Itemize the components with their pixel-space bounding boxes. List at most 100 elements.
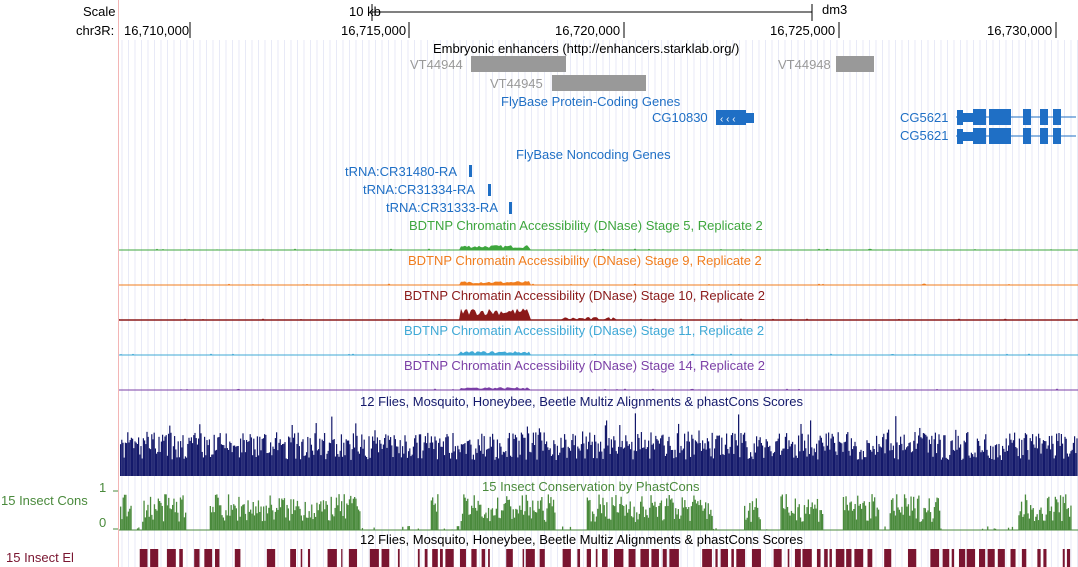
conserved-element[interactable] (445, 549, 454, 567)
conserved-element[interactable] (586, 549, 592, 567)
conserved-element[interactable] (979, 549, 986, 567)
conserved-element[interactable] (150, 549, 159, 567)
conserved-element[interactable] (628, 549, 636, 567)
insect-el-track-title[interactable]: 12 Flies, Mosquito, Honeybee, Beetle Mul… (360, 532, 803, 547)
conserved-element[interactable] (522, 549, 525, 567)
conserved-element[interactable] (736, 549, 746, 567)
conserved-element[interactable] (669, 549, 679, 567)
conserved-element[interactable] (439, 549, 443, 567)
conserved-element[interactable] (854, 549, 864, 567)
conserved-element[interactable] (234, 549, 241, 567)
dnase-track-title[interactable]: BDTNP Chromatin Accessibility (DNase) St… (404, 323, 765, 338)
conserved-element[interactable] (942, 549, 950, 567)
conserved-element[interactable] (424, 549, 428, 567)
conserved-element[interactable] (539, 549, 545, 567)
conserved-element[interactable] (824, 549, 828, 567)
gene-CG5621-isoform-2[interactable] (956, 128, 1076, 144)
conserved-element[interactable] (829, 549, 832, 567)
conserved-element[interactable] (166, 549, 176, 567)
conserved-element[interactable] (731, 549, 734, 567)
conserved-element[interactable] (348, 549, 358, 567)
conserved-element[interactable] (1037, 549, 1041, 567)
insect-cons-track-title[interactable]: 15 Insect Conservation by PhastCons (482, 479, 700, 494)
conserved-element[interactable] (751, 549, 761, 567)
enhancer-VT44944[interactable] (471, 56, 566, 72)
noncoding-gene-label[interactable]: tRNA:CR31333-RA (386, 200, 498, 215)
conserved-element[interactable] (997, 549, 1005, 567)
conserved-element[interactable] (787, 549, 790, 567)
conserved-element[interactable] (432, 549, 438, 567)
conserved-element[interactable] (300, 549, 303, 567)
conserved-element[interactable] (381, 549, 390, 567)
conserved-element[interactable] (951, 549, 955, 567)
conserved-element[interactable] (773, 549, 782, 567)
conserved-element[interactable] (369, 549, 379, 567)
enhancer-label[interactable]: VT44945 (490, 76, 543, 91)
conserved-element[interactable] (290, 549, 297, 567)
conserved-element[interactable] (794, 549, 801, 567)
conserved-element[interactable] (987, 549, 995, 567)
trna-CR31480[interactable] (469, 165, 472, 177)
conserved-element[interactable] (417, 549, 420, 567)
insect-cons-side-label[interactable]: 15 Insect Cons (1, 493, 88, 508)
conserved-element[interactable] (884, 549, 892, 567)
trna-CR31333[interactable] (509, 202, 512, 214)
enhancer-VT44945[interactable] (552, 75, 646, 91)
conserved-element[interactable] (506, 549, 513, 567)
dnase-track-title[interactable]: BDTNP Chromatin Accessibility (DNase) St… (408, 253, 762, 268)
conserved-element[interactable] (194, 549, 200, 567)
conserved-element[interactable] (614, 549, 624, 567)
conserved-element[interactable] (179, 549, 183, 567)
conserved-element[interactable] (715, 549, 718, 567)
dnase-track-title[interactable]: BDTNP Chromatin Accessibility (DNase) St… (404, 358, 766, 373)
conserved-element[interactable] (966, 549, 976, 567)
conserved-element[interactable] (577, 549, 581, 567)
conserved-element[interactable] (214, 549, 220, 567)
conserved-element[interactable] (958, 549, 966, 567)
conserved-element[interactable] (1021, 549, 1027, 567)
enhancer-label[interactable]: VT44948 (778, 57, 831, 72)
conserved-element[interactable] (327, 549, 337, 567)
conserved-element[interactable] (846, 549, 852, 567)
conserved-element[interactable] (1062, 549, 1065, 567)
noncoding-gene-label[interactable]: tRNA:CR31334-RA (363, 182, 475, 197)
conserved-element[interactable] (835, 549, 845, 567)
gene-CG10830[interactable]: ‹ ‹ ‹ (716, 110, 754, 125)
conserved-element[interactable] (139, 549, 148, 567)
conserved-element[interactable] (640, 549, 649, 567)
conserved-element[interactable] (662, 549, 667, 567)
gene-CG5621-isoform-1[interactable] (956, 109, 1076, 125)
gene-label[interactable]: CG5621 (900, 128, 949, 143)
conserved-element[interactable] (1043, 549, 1047, 567)
dnase-track-title[interactable]: BDTNP Chromatin Accessibility (DNase) St… (404, 288, 766, 303)
conserved-element[interactable] (1010, 549, 1016, 567)
trna-CR31334[interactable] (488, 184, 491, 196)
coding-gene-track-title[interactable]: FlyBase Protein-Coding Genes (501, 94, 681, 109)
conserved-element[interactable] (341, 549, 343, 567)
conserved-element[interactable] (720, 549, 729, 567)
insect-el-side-label[interactable]: 15 Insect El (6, 550, 74, 565)
conserved-element[interactable] (460, 549, 466, 567)
dnase-track-title[interactable]: BDTNP Chromatin Accessibility (DNase) St… (409, 218, 763, 233)
conserved-element[interactable] (204, 549, 213, 567)
conserved-element[interactable] (595, 549, 598, 567)
conserved-element[interactable] (802, 549, 812, 567)
conserved-element[interactable] (562, 549, 571, 567)
conserved-element[interactable] (702, 549, 712, 567)
noncoding-gene-label[interactable]: tRNA:CR31480-RA (345, 164, 457, 179)
enhancer-VT44948[interactable] (836, 56, 874, 72)
conserved-element[interactable] (525, 549, 535, 567)
conserved-element[interactable] (266, 549, 276, 567)
conserved-element[interactable] (397, 549, 400, 567)
noncoding-gene-track-title[interactable]: FlyBase Noncoding Genes (516, 147, 671, 162)
gene-label[interactable]: CG10830 (652, 110, 708, 125)
conserved-element[interactable] (816, 549, 821, 567)
conserved-element[interactable] (481, 549, 486, 567)
conserved-element[interactable] (602, 549, 608, 567)
conserved-element[interactable] (907, 549, 917, 567)
conserved-element[interactable] (307, 549, 311, 567)
gene-label[interactable]: CG5621 (900, 110, 949, 125)
conserved-element[interactable] (867, 549, 873, 567)
conserved-element[interactable] (930, 549, 940, 567)
conserved-element[interactable] (1066, 549, 1071, 567)
